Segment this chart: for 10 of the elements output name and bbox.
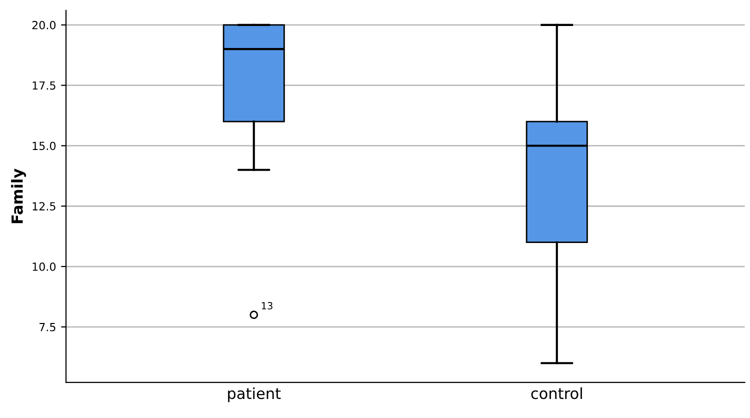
x-tick-label: patient [228,387,281,402]
y-tick-label: 10.0 [32,262,56,271]
annotation: 13 [262,302,272,310]
y-tick-label: 15.0 [32,142,56,150]
x-tick-label: control [531,387,582,400]
y-tick-label: 17.5 [32,81,56,90]
y-tick-label: 7.5 [40,323,56,332]
y-tick-label: 12.5 [32,202,56,210]
y-axis-title: Family [11,168,26,224]
y-tick-label: 20.0 [32,20,56,30]
